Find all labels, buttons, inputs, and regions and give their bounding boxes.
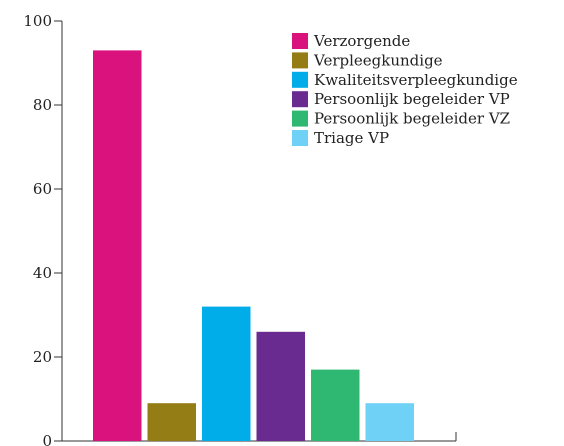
y-tick-label: 60 (33, 180, 52, 198)
legend-swatch (292, 33, 308, 49)
legend-label: Persoonlijk begeleider VZ (314, 110, 510, 128)
legend-label: Verzorgende (313, 32, 410, 50)
bar-persoonlijk-begeleider-vz (311, 369, 360, 441)
legend-swatch (292, 130, 308, 146)
bar-kwaliteitsverpleegkundige (202, 306, 251, 441)
y-ticks: 0 20 40 60 80 100 (23, 12, 62, 446)
legend-swatch (292, 91, 308, 108)
legend-label: Verpleegkundige (313, 51, 443, 69)
legend-label: Triage VP (314, 129, 389, 147)
legend-swatch (292, 52, 308, 69)
bar-verpleegkundige (147, 403, 196, 441)
y-tick-label: 40 (33, 264, 52, 282)
bar-triage-vp (365, 403, 414, 441)
legend-label: Persoonlijk begeleider VP (314, 90, 510, 108)
bars (93, 50, 414, 442)
legend-label: Kwaliteitsverpleegkundige (314, 71, 518, 89)
bar-verzorgende (93, 50, 142, 442)
legend-swatch (292, 71, 308, 88)
y-tick-label: 100 (23, 12, 52, 30)
y-tick-label: 0 (42, 432, 52, 446)
legend-swatch (292, 110, 308, 127)
y-tick-label: 20 (33, 348, 52, 366)
y-axis: 0 20 40 60 80 100 (23, 12, 63, 446)
y-tick-label: 80 (33, 96, 52, 114)
bar-persoonlijk-begeleider-vp (256, 331, 305, 441)
